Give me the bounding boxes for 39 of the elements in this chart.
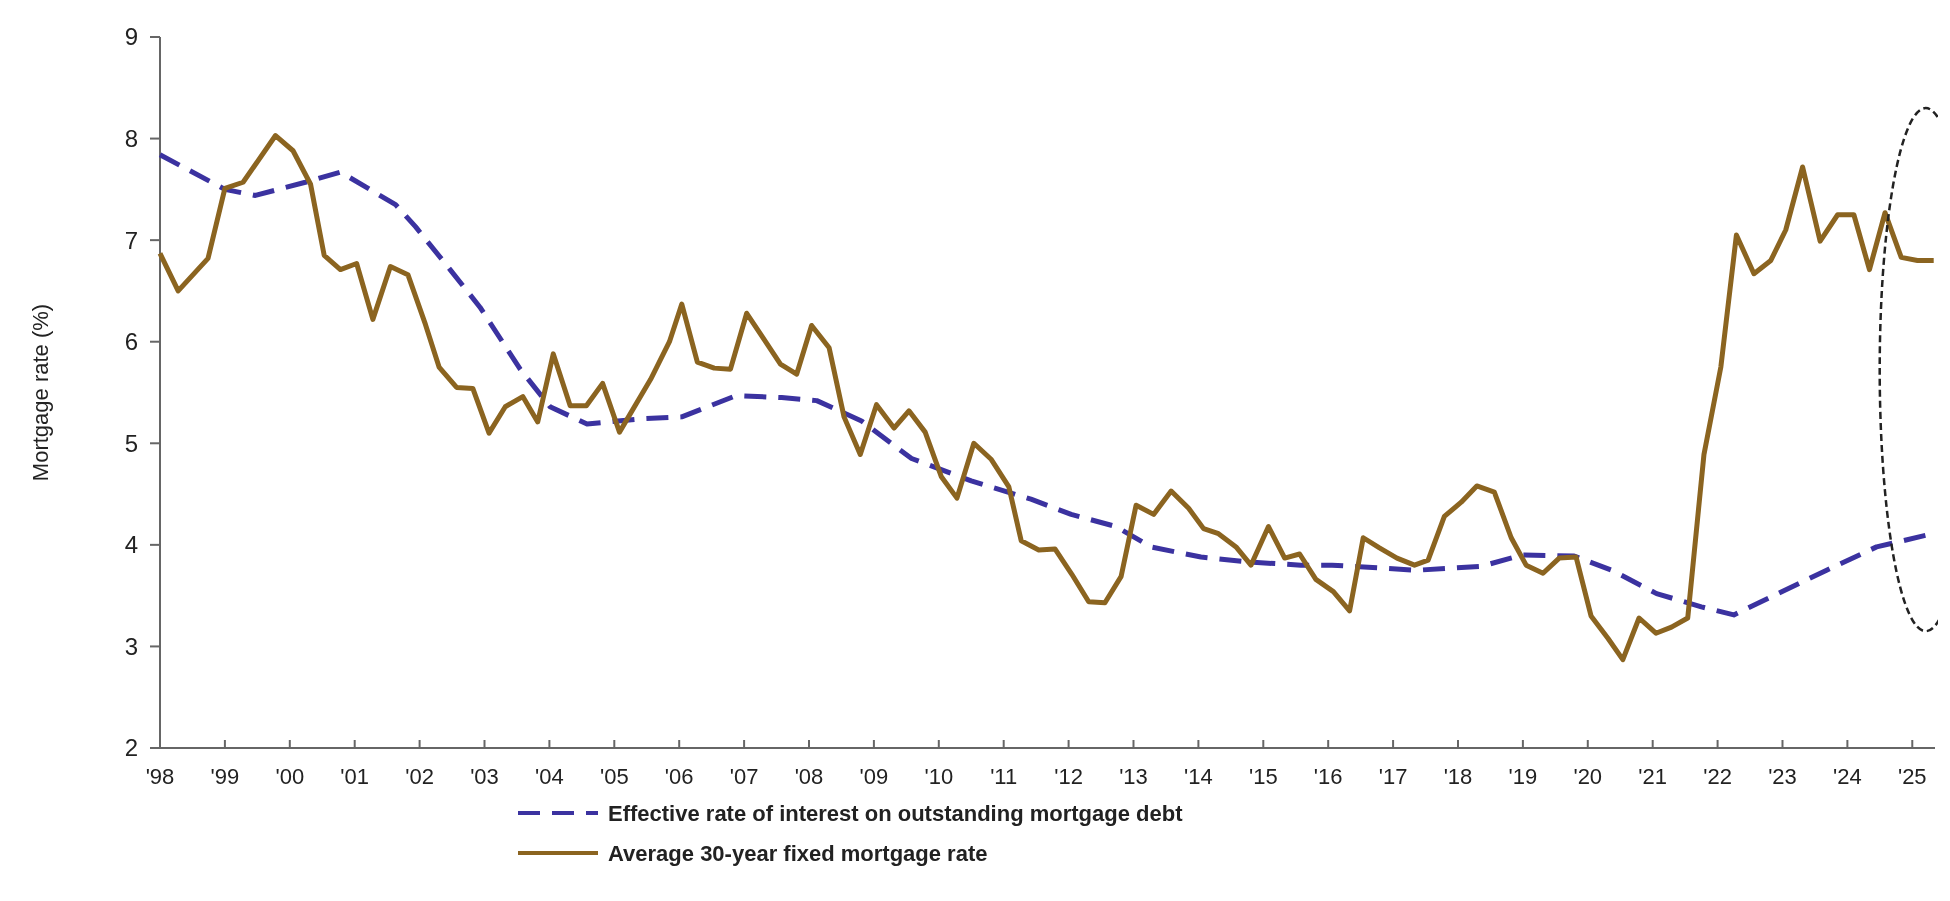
x-tick-label: '17 (1378, 764, 1408, 789)
y-tick-label: 4 (124, 531, 138, 559)
y-tick-label: 9 (124, 23, 138, 51)
y-tick-label: 7 (124, 226, 138, 254)
x-tick-label: '14 (1184, 764, 1213, 789)
x-tick-label: '23 (1768, 764, 1797, 789)
y-tick-label: 2 (124, 734, 138, 762)
x-tick-label: '13 (1119, 764, 1148, 789)
x-tick-label: '12 (1054, 764, 1083, 789)
x-tick-label: '03 (470, 764, 499, 789)
x-tick-label: '06 (664, 764, 694, 789)
x-tick-label: '98 (145, 764, 175, 789)
x-tick-label: '08 (794, 764, 824, 789)
x-tick-label: '15 (1248, 764, 1278, 789)
x-tick-label: '25 (1897, 764, 1927, 789)
x-tick-label: '16 (1313, 764, 1343, 789)
legend-label: Average 30-year fixed mortgage rate (608, 840, 988, 866)
x-tick-label: '21 (1638, 764, 1668, 789)
y-axis-title: Mortgage rate (%) (28, 303, 53, 482)
x-tick-label: '00 (275, 764, 305, 789)
y-tick-label: 6 (124, 328, 138, 356)
x-tick-label: '05 (599, 764, 629, 789)
y-tick-label: 5 (124, 429, 138, 457)
x-tick-label: '09 (859, 764, 889, 789)
x-tick-label: '20 (1573, 764, 1603, 789)
x-tick-label: '22 (1703, 764, 1732, 789)
x-tick-label: '02 (405, 764, 434, 789)
x-tick-label: '01 (340, 764, 370, 789)
x-tick-label: '10 (924, 764, 954, 789)
x-tick-label: '18 (1443, 764, 1473, 789)
x-tick-label: '99 (210, 764, 240, 789)
x-tick-label: '24 (1833, 764, 1862, 789)
legend-label: Effective rate of interest on outstanding mortgage debt (608, 800, 1184, 826)
x-tick-label: '04 (535, 764, 564, 789)
x-tick-label: '07 (729, 764, 759, 789)
y-tick-label: 3 (124, 632, 138, 660)
y-tick-label: 8 (124, 124, 138, 152)
x-tick-label: '11 (990, 764, 1018, 789)
x-tick-label: '19 (1508, 764, 1538, 789)
